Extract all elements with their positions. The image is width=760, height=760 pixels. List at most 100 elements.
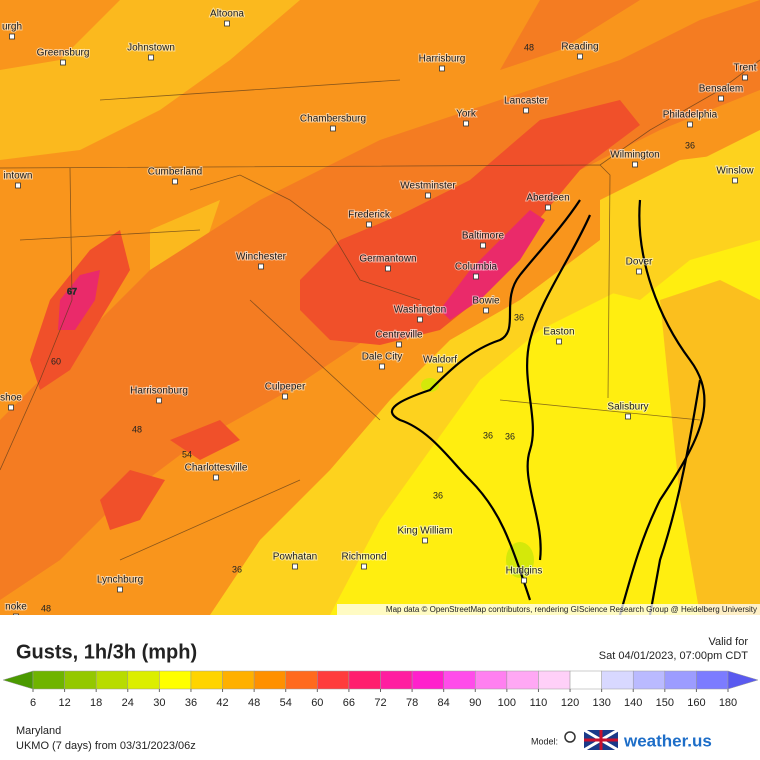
city-label: Salisbury xyxy=(607,402,648,413)
colorbar-segment xyxy=(506,670,539,690)
city-marker xyxy=(473,273,479,280)
city-label: Philadelphia xyxy=(663,110,718,121)
city-label: Waldorf xyxy=(423,355,457,366)
colorbar-tick-label: 180 xyxy=(719,697,737,709)
colorbar-tick-label: 78 xyxy=(406,697,418,709)
city-marker xyxy=(556,338,562,345)
city-marker xyxy=(480,242,486,249)
colorbar-tick-label: 36 xyxy=(185,697,197,709)
colorbar-segment xyxy=(253,670,286,690)
city-marker xyxy=(15,182,21,189)
legend-title: Gusts, 1h/3h (mph) xyxy=(16,641,197,663)
city-marker xyxy=(258,263,264,270)
city-label: Altoona xyxy=(210,9,244,20)
contour-label: 48 xyxy=(41,603,51,613)
colorbar-tick-label: 6 xyxy=(30,697,36,709)
colorbar-tick-label: 30 xyxy=(153,697,165,709)
colorbar-tick-label: 100 xyxy=(498,697,516,709)
city-marker xyxy=(437,366,443,373)
field xyxy=(330,240,760,615)
city-marker xyxy=(632,161,638,168)
city-label: Columbia xyxy=(455,262,498,273)
city-marker xyxy=(361,563,367,570)
city-label: York xyxy=(456,109,477,120)
model-run: UKMO (7 days) from 03/31/2023/06z xyxy=(16,740,196,752)
city-label: Trent xyxy=(734,63,757,74)
colorbar-tick-label: 66 xyxy=(343,697,355,709)
colorbar-segment xyxy=(601,670,634,690)
city-marker xyxy=(439,65,445,72)
city-label: Harrisonburg xyxy=(130,386,188,397)
city-marker xyxy=(718,95,724,102)
contour-label: 36 xyxy=(514,312,524,322)
field xyxy=(58,270,100,330)
city-marker xyxy=(156,397,162,404)
colorbar-tick-label: 12 xyxy=(58,697,70,709)
colorbar-tick-label: 120 xyxy=(561,697,579,709)
contour-label: 36 xyxy=(505,431,515,441)
colorbar-tick-label: 42 xyxy=(216,697,228,709)
contour-label: 36 xyxy=(232,564,242,574)
contour-label: 36 xyxy=(483,430,493,440)
model-label: Model: xyxy=(531,736,558,746)
city-label: noke xyxy=(5,602,27,613)
city-marker xyxy=(732,177,738,184)
city-marker xyxy=(425,192,431,199)
colorbar-segment xyxy=(380,670,413,690)
colorbar-segment xyxy=(348,670,381,690)
colorbar-segment xyxy=(696,670,729,690)
map: Altoona urgh Greensburg Johnstown Harrisburg… xyxy=(0,0,760,615)
city-marker xyxy=(60,59,66,66)
city-marker xyxy=(224,20,230,27)
city-marker xyxy=(148,54,154,61)
contour-labels: 48 36 67 60 48 54 36 36 36 36 36 48 xyxy=(41,42,695,613)
colorbar-segment xyxy=(664,670,697,690)
city-marker xyxy=(172,178,178,185)
legend: Gusts, 1h/3h (mph) Valid for Sat 04/01/2… xyxy=(2,636,759,752)
colorbar-tick-label: 130 xyxy=(592,697,610,709)
colorbar-segment xyxy=(538,670,571,690)
field xyxy=(0,0,300,160)
colorbar-tick-label: 90 xyxy=(469,697,481,709)
city-marker xyxy=(282,393,288,400)
city-label: Centreville xyxy=(375,330,423,341)
city-label: shoe xyxy=(0,393,22,404)
city-label: Dale City xyxy=(362,352,403,363)
city-marker xyxy=(636,268,642,275)
contour-label: 36 xyxy=(685,140,695,150)
field xyxy=(421,378,439,392)
field xyxy=(300,100,640,345)
attribution-bg xyxy=(337,604,760,615)
colorbar-segment xyxy=(317,670,350,690)
city-marker xyxy=(213,474,219,481)
colorbar-tick-label: 84 xyxy=(438,697,450,709)
field xyxy=(170,420,240,460)
city-marker xyxy=(292,563,298,570)
city-marker xyxy=(523,107,529,114)
city-layer: Altoona urgh Greensburg Johnstown Harrisburg… xyxy=(0,8,758,615)
colorbar-segment xyxy=(127,670,160,690)
colorbar-segment xyxy=(475,670,508,690)
colorbar-tick-label: 24 xyxy=(122,697,134,709)
city-label: Hudgins xyxy=(506,566,543,577)
city-label: Lancaster xyxy=(504,96,549,107)
contour-label: 67 xyxy=(67,286,77,296)
city-marker xyxy=(463,120,469,127)
city-marker xyxy=(9,33,15,40)
city-label: Reading xyxy=(561,42,598,53)
city-marker xyxy=(379,363,385,370)
city-label: urgh xyxy=(2,22,22,33)
colorbar-tick-label: 18 xyxy=(90,697,102,709)
colorbar-tick-label: 150 xyxy=(656,697,674,709)
colorbar-segment xyxy=(95,670,129,690)
city-label: Bensalem xyxy=(699,84,743,95)
city-marker xyxy=(625,413,631,420)
city-marker xyxy=(521,577,527,584)
city-label: Chambersburg xyxy=(300,114,366,125)
brand: weather.us xyxy=(623,731,712,750)
flag xyxy=(584,730,618,750)
city-label: Lynchburg xyxy=(97,575,143,586)
city-marker xyxy=(483,307,489,314)
city-label: Winchester xyxy=(236,252,287,263)
